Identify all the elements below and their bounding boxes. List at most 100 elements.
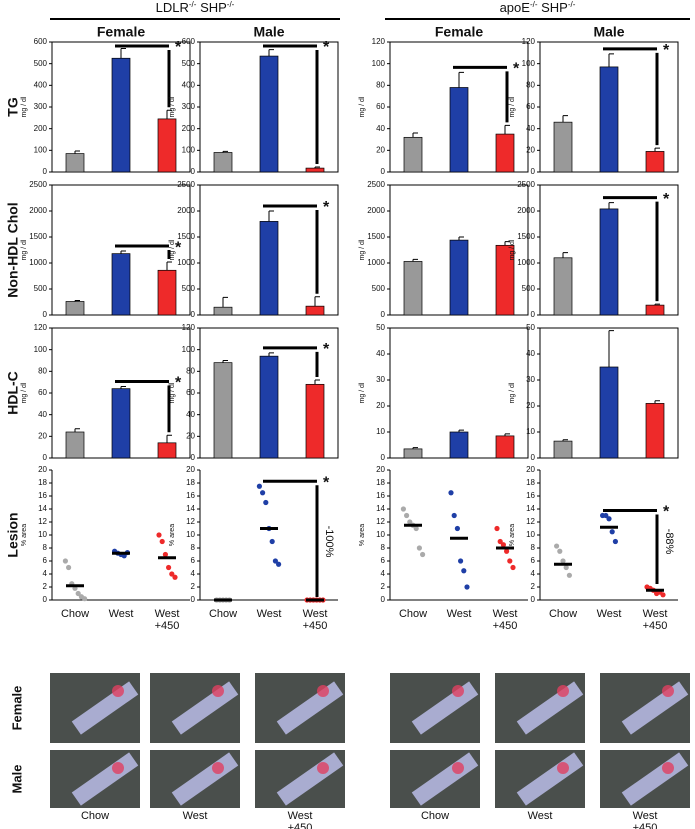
row-title: TG xyxy=(5,97,21,117)
lesion-stain xyxy=(317,685,329,697)
photo-label: Chow xyxy=(420,810,450,822)
error-bar xyxy=(222,296,228,308)
y-axis-label: % area xyxy=(509,524,516,546)
y-tick-label: 14 xyxy=(526,504,535,513)
y-tick-label: 0 xyxy=(191,453,196,462)
significance-mark: * xyxy=(323,39,330,56)
error-bar xyxy=(562,115,568,123)
x-tick-label: West +450 xyxy=(302,608,328,632)
y-tick-label: 20 xyxy=(38,431,47,440)
y-tick-label: 60 xyxy=(526,102,535,111)
error-bar xyxy=(504,433,510,436)
y-tick-label: 40 xyxy=(526,349,535,358)
y-tick-label: 0 xyxy=(531,595,536,604)
bar xyxy=(157,269,177,316)
y-tick-label: 20 xyxy=(186,431,195,440)
y-tick-label: 20 xyxy=(376,145,385,154)
error-bar xyxy=(562,252,568,258)
y-tick-label: 10 xyxy=(186,530,195,539)
lesion-stain xyxy=(452,685,464,697)
y-tick-label: 30 xyxy=(526,375,535,384)
error-bar xyxy=(120,386,126,389)
dot xyxy=(269,538,275,545)
y-tick-label: 10 xyxy=(376,530,385,539)
significance-bar xyxy=(263,44,319,165)
y-tick-label: 0 xyxy=(531,167,536,176)
dot xyxy=(451,512,457,519)
y-tick-label: 16 xyxy=(186,491,195,500)
significance-bar xyxy=(263,479,319,597)
axes xyxy=(51,470,190,601)
y-tick-label: 600 xyxy=(182,37,196,46)
superscript: -/- xyxy=(568,0,576,9)
y-tick-label: 12 xyxy=(526,517,535,526)
y-tick-label: 40 xyxy=(376,124,385,133)
error-bar xyxy=(608,330,614,367)
dot xyxy=(169,571,175,577)
y-tick-label: 0 xyxy=(43,453,48,462)
photo-row-label: Male xyxy=(9,765,24,794)
dot xyxy=(260,490,266,496)
x-tick-label: Chow xyxy=(208,608,238,620)
y-tick-label: 400 xyxy=(34,80,48,89)
dot xyxy=(162,551,168,558)
y-tick-label: 200 xyxy=(182,124,196,133)
error-bar xyxy=(412,132,418,138)
dot xyxy=(272,558,278,564)
significance-bar xyxy=(603,196,659,302)
dot xyxy=(660,592,666,598)
dot xyxy=(454,525,460,532)
x-tick-label: West xyxy=(256,608,282,620)
x-tick-label: Chow xyxy=(548,608,578,620)
dot xyxy=(554,543,560,549)
bar xyxy=(553,121,573,173)
group-title-part: SHP xyxy=(196,0,226,15)
error-bar xyxy=(166,261,172,271)
significance-bar xyxy=(603,509,659,584)
y-tick-label: 80 xyxy=(186,366,195,375)
dot xyxy=(404,512,410,519)
y-tick-label: 6 xyxy=(43,556,48,565)
bar xyxy=(213,306,233,316)
y-tick-label: 100 xyxy=(372,59,386,68)
bar xyxy=(495,133,515,173)
significance-bar xyxy=(115,380,171,433)
y-tick-label: 10 xyxy=(526,427,535,436)
y-tick-label: 120 xyxy=(34,323,48,332)
y-tick-label: 8 xyxy=(191,543,196,552)
error-bar xyxy=(504,241,510,246)
x-tick-label: West +450 xyxy=(492,608,518,632)
error-bar xyxy=(120,48,126,59)
bar xyxy=(305,383,325,459)
dot xyxy=(560,558,566,564)
dot xyxy=(566,572,573,578)
significance-mark: * xyxy=(175,39,182,56)
dot xyxy=(606,516,612,522)
error-bar xyxy=(458,429,464,432)
y-tick-label: 6 xyxy=(531,556,536,565)
y-tick-label: 2 xyxy=(191,582,196,591)
y-tick-label: 300 xyxy=(34,102,48,111)
bar xyxy=(305,305,325,316)
y-tick-label: 20 xyxy=(186,465,195,474)
significance-mark: * xyxy=(175,239,182,256)
bar xyxy=(599,208,619,316)
y-tick-label: 60 xyxy=(38,388,47,397)
y-tick-label: 18 xyxy=(376,478,385,487)
y-tick-label: 20 xyxy=(376,401,385,410)
y-axis-label: % area xyxy=(21,524,28,546)
bar xyxy=(65,301,85,316)
dot xyxy=(172,574,178,580)
y-tick-label: 8 xyxy=(381,543,386,552)
y-tick-label: 40 xyxy=(526,124,535,133)
y-tick-label: 12 xyxy=(38,517,47,526)
dot xyxy=(166,564,172,571)
error-bar xyxy=(412,447,418,449)
y-tick-label: 2500 xyxy=(367,180,385,189)
lesion-stain xyxy=(212,685,224,697)
y-axis-label: % area xyxy=(169,524,176,546)
y-tick-label: 1500 xyxy=(367,232,385,241)
y-tick-label: 30 xyxy=(376,375,385,384)
lesion-stain xyxy=(317,762,329,774)
